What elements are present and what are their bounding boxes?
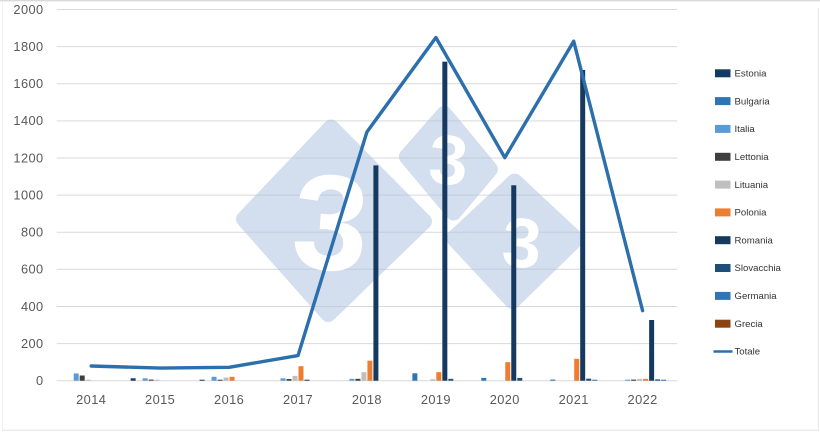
svg-text:1800: 1800 [13, 39, 43, 54]
svg-text:Estonia: Estonia [735, 69, 768, 80]
svg-text:Bulgaria: Bulgaria [735, 96, 771, 107]
svg-text:1000: 1000 [13, 187, 43, 202]
svg-text:2015: 2015 [145, 392, 175, 407]
svg-text:Germania: Germania [735, 291, 778, 302]
svg-text:2017: 2017 [283, 392, 313, 407]
svg-text:Italia: Italia [735, 124, 756, 135]
svg-text:3: 3 [288, 144, 374, 301]
svg-text:Totale: Totale [735, 347, 761, 358]
svg-text:3: 3 [500, 203, 544, 284]
svg-text:Polonia: Polonia [735, 208, 768, 219]
svg-text:2020: 2020 [490, 392, 520, 407]
svg-text:1400: 1400 [13, 113, 43, 128]
svg-text:800: 800 [21, 225, 44, 240]
svg-text:600: 600 [21, 262, 44, 277]
svg-text:0: 0 [36, 373, 44, 388]
svg-text:2014: 2014 [76, 392, 106, 407]
svg-text:2016: 2016 [214, 392, 244, 407]
svg-text:1200: 1200 [13, 150, 43, 165]
svg-text:3: 3 [426, 120, 470, 201]
svg-text:2021: 2021 [559, 392, 589, 407]
svg-text:Romania: Romania [735, 235, 774, 246]
svg-text:Slovacchia: Slovacchia [735, 263, 782, 274]
svg-text:2019: 2019 [421, 392, 451, 407]
svg-text:2000: 2000 [13, 2, 43, 17]
svg-text:Lituania: Lituania [735, 180, 769, 191]
svg-text:200: 200 [21, 336, 44, 351]
svg-text:2022: 2022 [628, 392, 658, 407]
svg-text:1600: 1600 [13, 76, 43, 91]
svg-text:Grecia: Grecia [735, 319, 764, 330]
svg-text:Lettonia: Lettonia [735, 152, 770, 163]
svg-text:400: 400 [21, 299, 44, 314]
svg-text:2018: 2018 [352, 392, 382, 407]
